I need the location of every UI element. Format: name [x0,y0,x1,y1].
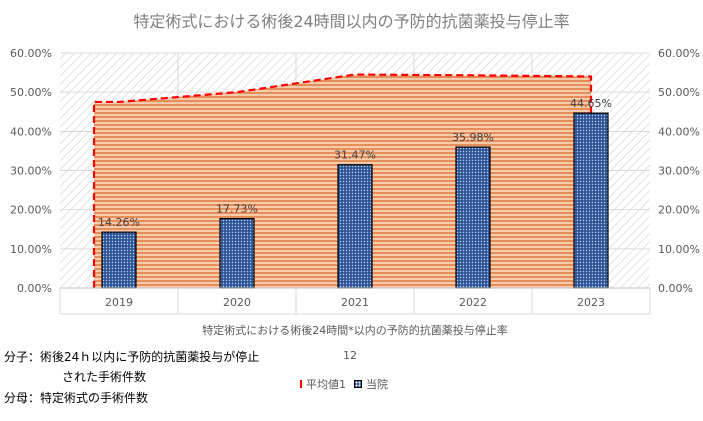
bar-2019 [101,231,137,289]
bar-2021 [337,164,373,289]
note-numerator-cont: された手術件数 [62,370,147,384]
y-tick-label-left: 20.00% [10,204,52,217]
data-label-2023: 44.65% [570,97,612,110]
data-label-2020: 17.73% [216,203,258,216]
bar-2023 [573,112,609,289]
data-label-2022: 35.98% [452,131,494,144]
y-tick-label-left: 50.00% [10,86,52,99]
x-tick-label: 2021 [341,296,369,309]
y-tick-label-right: 0.00% [658,282,693,295]
bar-2022 [455,146,491,289]
y-tick-label-right: 50.00% [658,86,700,99]
x-tick-label: 2020 [223,296,251,309]
y-tick-label-right: 20.00% [658,204,700,217]
legend-swatch-hospital [354,380,362,388]
y-tick-label-left: 0.00% [17,282,52,295]
x-tick-label: 2019 [105,296,133,309]
x-axis-title-line2: 12 [343,349,357,362]
bar-2020 [219,217,255,289]
note-numerator: 分子：術後24ｈ以内に予防的抗菌薬投与が停止 [4,350,260,364]
average-line [92,73,593,288]
data-label-2021: 31.47% [334,149,376,162]
chart-title: 特定術式における術後24時間以内の予防的抗菌薬投与停止率 [133,12,570,31]
y-tick-label-left: 60.00% [10,47,52,60]
x-axis-title: 特定術式における術後24時間*以内の予防的抗菌薬投与停止率 [202,324,508,337]
y-tick-label-right: 30.00% [658,165,700,178]
legend-label-hospital: 当院 [366,378,388,391]
y-tick-label-right: 60.00% [658,47,700,60]
y-tick-label-left: 30.00% [10,165,52,178]
y-tick-label-right: 10.00% [658,243,700,256]
x-tick-label: 2023 [577,296,605,309]
y-tick-label-right: 40.00% [658,125,700,138]
data-label-2019: 14.26% [98,216,140,229]
legend-label-average: 平均値1 [306,378,346,391]
y-tick-label-left: 10.00% [10,243,52,256]
x-tick-label: 2022 [459,296,487,309]
y-tick-label-left: 40.00% [10,125,52,138]
notes-box: 分子：術後24ｈ以内に予防的抗菌薬投与が停止 された手術件数 分母：特定術式の手… [0,346,300,408]
legend: 平均値1 当院 [294,376,388,392]
note-denominator: 分母：特定術式の手術件数 [4,391,149,405]
